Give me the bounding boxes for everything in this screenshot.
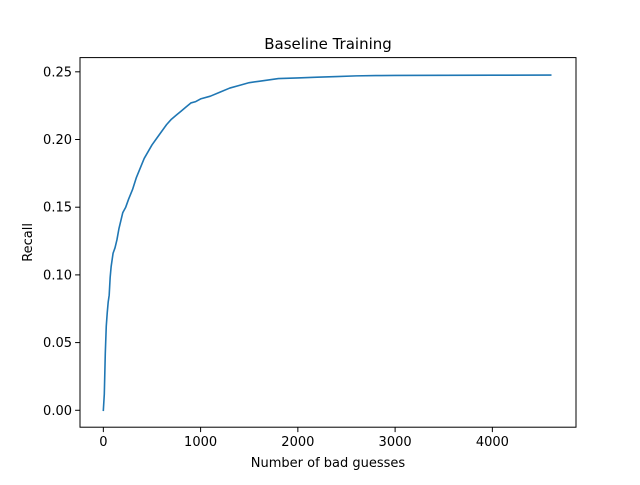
y-tick-label: 0.05 [43, 336, 72, 351]
plot-area [102, 74, 552, 412]
x-tick-label: 1000 [184, 435, 217, 450]
y-tick-label: 0.15 [43, 201, 72, 216]
axes-frame [79, 57, 577, 428]
y-tick-label: 0.20 [43, 133, 72, 148]
x-tick-label: 0 [99, 435, 107, 450]
x-tick-label: 3000 [379, 435, 412, 450]
x-tick-label: 2000 [281, 435, 314, 450]
series-line-0 [102, 74, 552, 412]
x-axis-label: Number of bad guesses [251, 456, 406, 471]
y-tick-label: 0.10 [43, 268, 72, 283]
chart-title: Baseline Training [264, 35, 392, 53]
y-tick-label: 0.00 [43, 404, 72, 419]
y-axis-label: Recall [21, 223, 36, 262]
x-axis-ticks: 0 1000 2000 3000 4000 [99, 427, 509, 450]
y-tick-label: 0.25 [43, 65, 72, 80]
x-tick-label: 4000 [476, 435, 509, 450]
y-axis-ticks: 0.00 0.05 0.10 0.15 0.20 0.25 [43, 65, 80, 419]
